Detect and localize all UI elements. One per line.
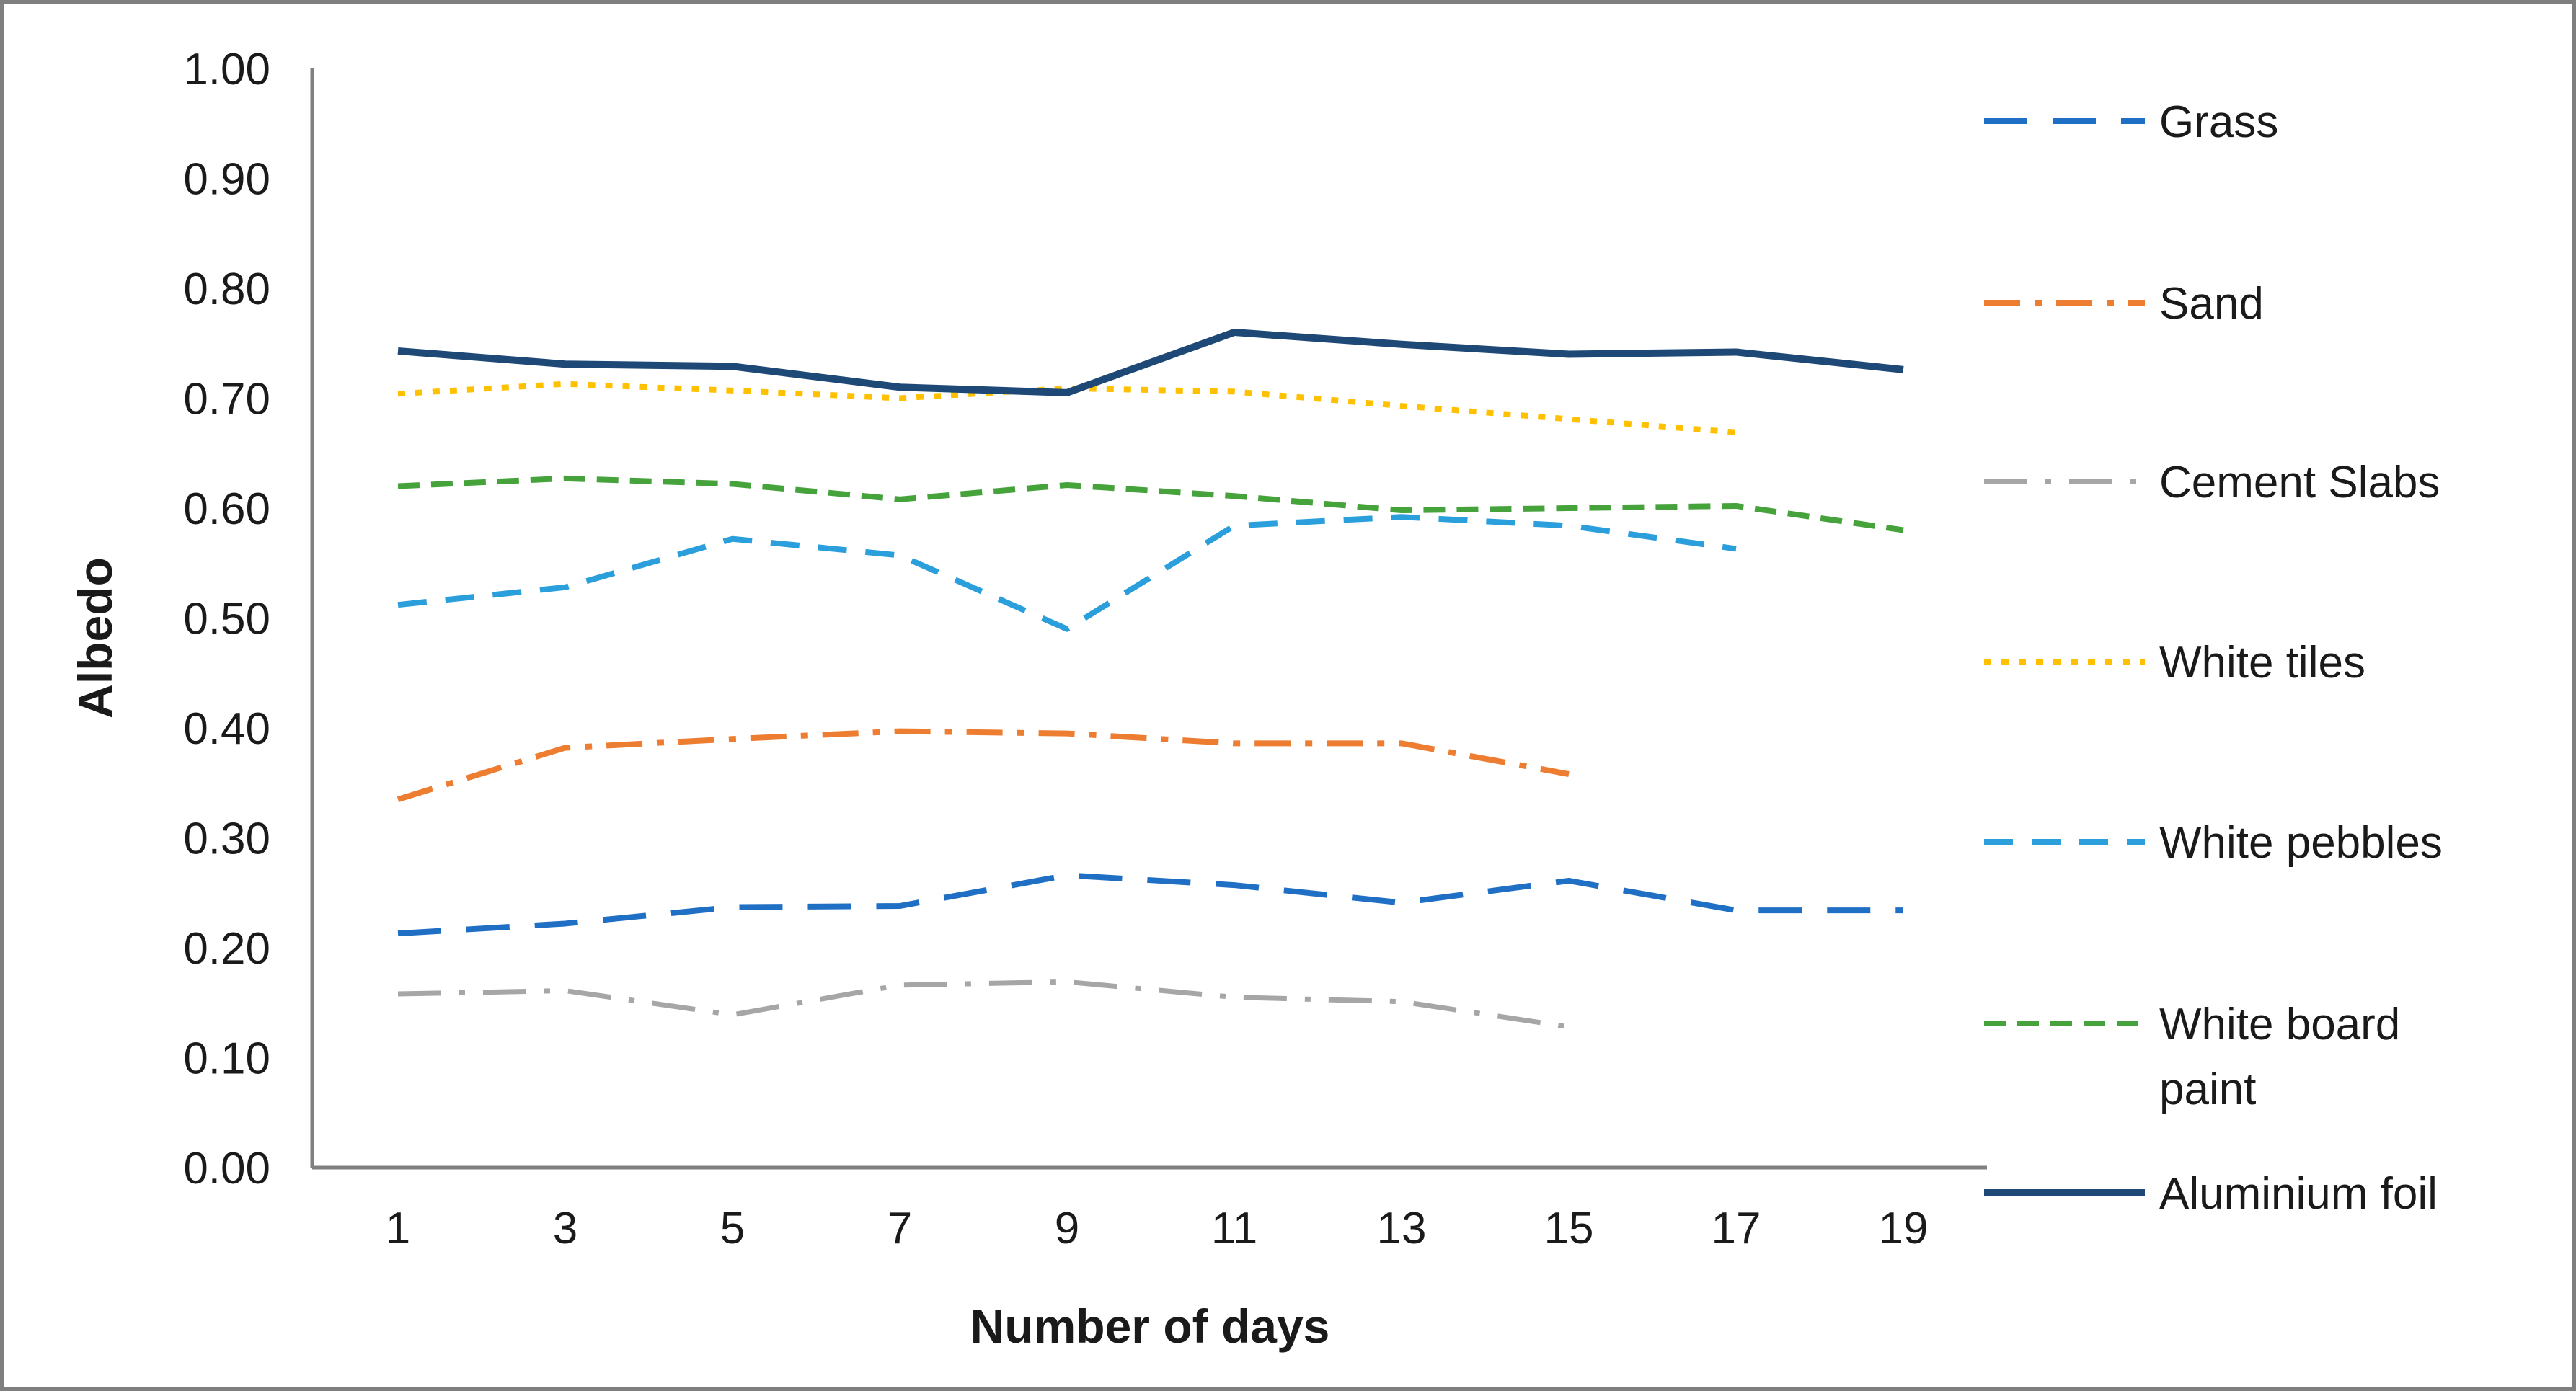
legend-label-cement-slabs: Cement Slabs	[2159, 458, 2440, 507]
series-line-white-pebbles	[397, 514, 1737, 632]
legend-label-white-board-paint: White board	[2159, 1000, 2400, 1049]
legend-label-white-board-paint: paint	[2159, 1065, 2256, 1114]
x-tick-label: 19	[1879, 1204, 1929, 1253]
y-tick-label: 0.90	[183, 155, 270, 205]
series-line-white-board-paint	[397, 475, 1904, 533]
x-tick-label: 9	[1055, 1204, 1079, 1253]
legend-label-sand: Sand	[2159, 279, 2264, 329]
series-line-aluminium-foil	[397, 329, 1904, 396]
x-tick-label: 13	[1377, 1204, 1427, 1253]
legend-label-aluminium-foil: Aluminium foil	[2159, 1169, 2438, 1219]
axes-group	[310, 68, 1987, 1170]
series-line-sand	[397, 728, 1570, 802]
legend-group: Grass Sand Cement Slabs White tiles White pe…	[1984, 97, 2443, 1219]
series-lines-group	[397, 329, 1904, 1030]
x-tick-label: 15	[1544, 1204, 1594, 1253]
y-tick-label: 1.00	[183, 45, 270, 94]
x-tick-label: 3	[553, 1204, 577, 1253]
albedo-line-chart: Albedo Number of days 0.000.100.200.300.…	[68, 45, 2443, 1353]
y-tick-label: 0.50	[183, 595, 270, 644]
y-tick-label: 0.00	[183, 1144, 270, 1194]
x-axis-title: Number of days	[970, 1299, 1330, 1353]
y-tick-label: 0.70	[183, 375, 270, 425]
y-tick-label: 0.30	[183, 814, 270, 864]
y-tick-labels-group: 0.00 0.10 0.20 0.30 0.40 0.50 0.60 0.70 0.80 0.90…	[183, 45, 270, 1194]
x-tick-label: 5	[720, 1204, 745, 1253]
legend-label-white-tiles: White tiles	[2159, 638, 2365, 688]
series-line-grass	[397, 872, 1903, 937]
y-tick-label: 0.40	[183, 704, 270, 754]
x-tick-label: 7	[888, 1204, 912, 1253]
series-line-cement-slabs	[397, 979, 1570, 1030]
legend-label-grass: Grass	[2159, 97, 2278, 147]
x-tick-labels-group: 1 3 5 7 9 11 13 15 17 19	[386, 1204, 1929, 1253]
legend-label-white-pebbles: White pebbles	[2159, 818, 2443, 868]
x-tick-label: 17	[1712, 1204, 1761, 1253]
x-tick-label: 1	[386, 1204, 410, 1253]
y-tick-label: 0.20	[183, 924, 270, 974]
y-tick-label: 0.60	[183, 484, 270, 534]
y-axis-title: Albedo	[68, 557, 122, 719]
y-tick-label: 0.80	[183, 265, 270, 314]
y-tick-label: 0.10	[183, 1034, 270, 1084]
x-tick-label: 11	[1211, 1204, 1257, 1253]
